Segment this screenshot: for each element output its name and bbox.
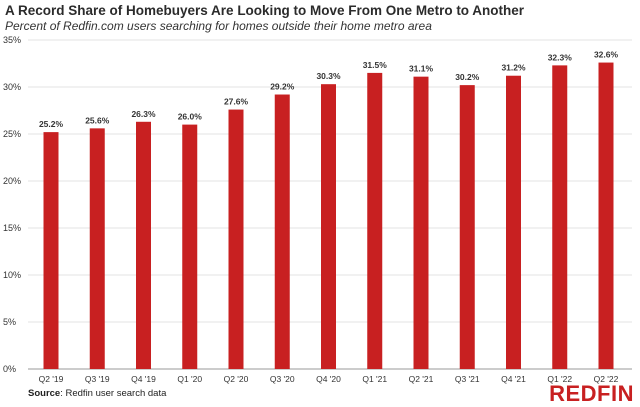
- value-label: 26.0%: [178, 112, 203, 122]
- value-label: 27.6%: [224, 97, 249, 107]
- value-labels: 25.2% 25.6% 26.3% 26.0% 27.6% 29.2% 30.3% 31.5%…: [39, 50, 619, 130]
- bar: [413, 76, 429, 369]
- bar: [459, 85, 475, 370]
- x-tick-label: Q4 '20: [316, 374, 341, 384]
- value-label: 30.3%: [316, 71, 341, 81]
- bar: [136, 121, 151, 369]
- y-tick-label: 35%: [3, 35, 21, 45]
- y-tick-label: 5%: [3, 317, 16, 327]
- x-tick-label: Q2 '20: [224, 374, 249, 384]
- x-tick-label: Q3 '19: [85, 374, 110, 384]
- y-tick-label: 25%: [3, 129, 21, 139]
- redfin-logo: REDFIN: [549, 381, 634, 406]
- value-label: 30.2%: [455, 72, 480, 82]
- value-label: 29.2%: [270, 82, 295, 92]
- value-label: 31.5%: [363, 60, 388, 70]
- x-tick-label: Q1 '20: [177, 374, 202, 384]
- bar: [228, 109, 244, 369]
- y-tick-label: 30%: [3, 82, 21, 92]
- x-tick-label: Q2 '22: [594, 374, 619, 384]
- bar: [89, 128, 105, 369]
- bars: [43, 62, 614, 370]
- bar: [321, 84, 336, 370]
- x-tick-label: Q2 '19: [39, 374, 64, 384]
- bar: [274, 94, 290, 370]
- value-label: 32.3%: [548, 52, 573, 62]
- x-tick-label: Q3 '21: [455, 374, 480, 384]
- x-tick-label: Q3 '20: [270, 374, 295, 384]
- value-label: 25.6%: [85, 115, 110, 125]
- y-axis-ticks: 0% 5% 10% 15% 20% 25% 30% 35%: [3, 35, 21, 374]
- x-tick-label: Q2 '21: [409, 374, 434, 384]
- value-label: 26.3%: [131, 109, 156, 119]
- y-tick-label: 20%: [3, 176, 21, 186]
- source-text: : Redfin user search data: [60, 388, 167, 399]
- value-label: 32.6%: [594, 50, 619, 60]
- bar: [598, 62, 614, 370]
- x-tick-label: Q1 '21: [362, 374, 387, 384]
- bar: [552, 65, 568, 369]
- x-tick-label: Q4 '19: [131, 374, 156, 384]
- source-note: Source: Redfin user search data: [28, 388, 166, 399]
- y-tick-label: 10%: [3, 270, 21, 280]
- y-tick-label: 15%: [3, 223, 21, 233]
- bar: [182, 124, 198, 369]
- x-tick-label: Q4 '21: [501, 374, 526, 384]
- value-label: 31.1%: [409, 64, 434, 74]
- bar: [506, 75, 521, 369]
- y-tick-label: 0%: [3, 364, 16, 374]
- chart-title: A Record Share of Homebuyers Are Looking…: [5, 3, 525, 18]
- bar: [367, 72, 383, 370]
- x-axis-ticks: Q2 '19 Q3 '19 Q4 '19 Q1 '20 Q2 '20 Q3 '20 Q4 '…: [39, 374, 619, 384]
- chart-subtitle: Percent of Redfin.com users searching fo…: [5, 19, 432, 33]
- x-tick-label: Q1 '22: [547, 374, 572, 384]
- value-label: 25.2%: [39, 119, 64, 129]
- bar: [43, 132, 59, 369]
- value-label: 31.2%: [501, 63, 526, 73]
- source-label: Source: [28, 388, 61, 399]
